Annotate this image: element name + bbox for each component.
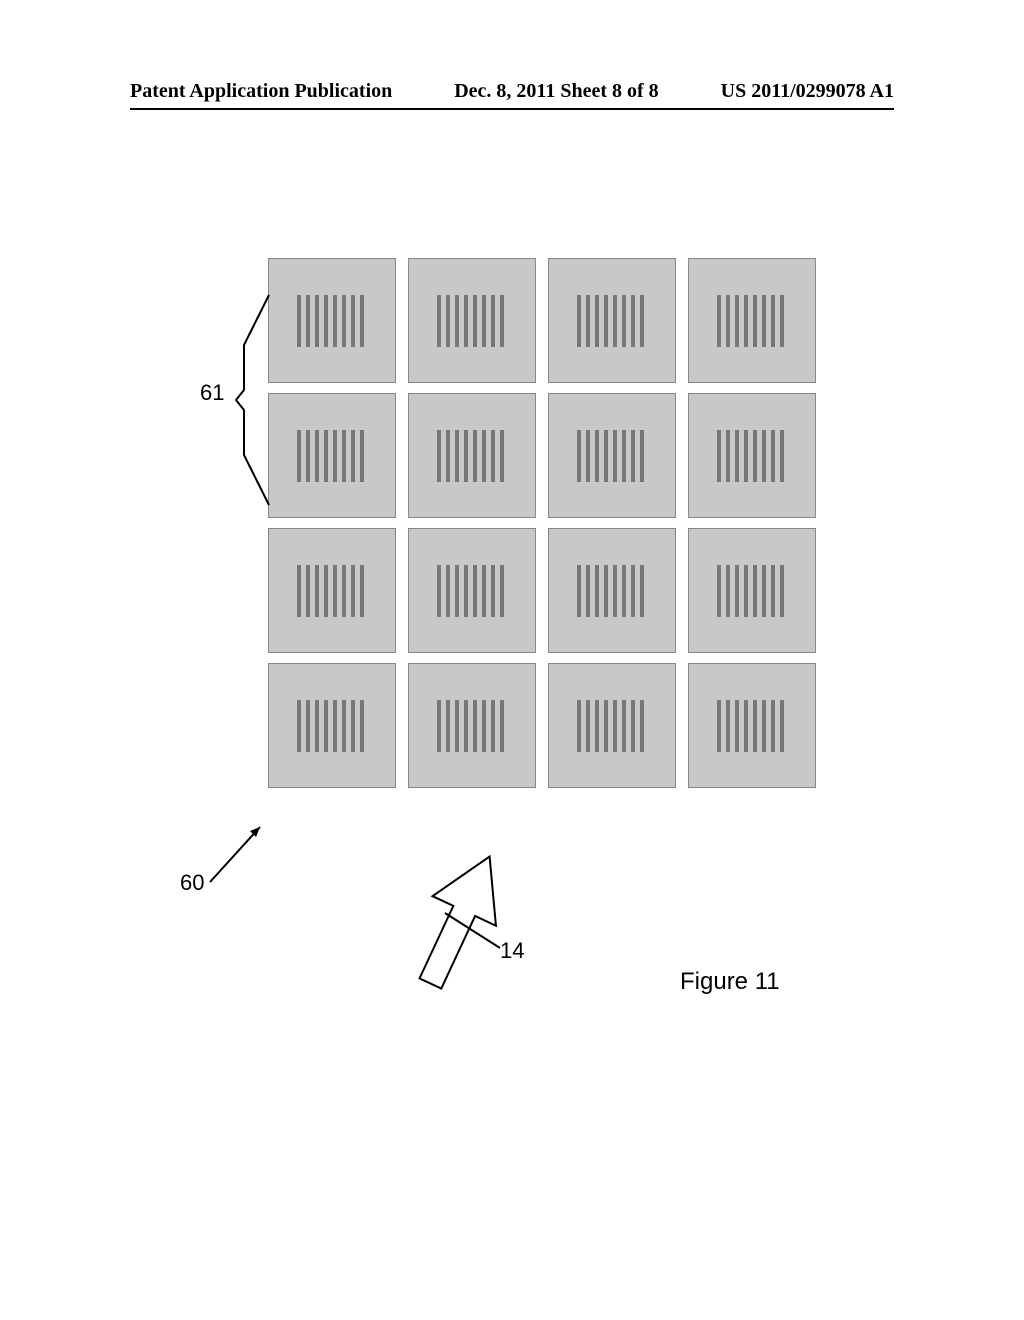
hatch-pattern bbox=[717, 700, 787, 752]
grid-cell bbox=[268, 393, 396, 518]
grid-cell bbox=[688, 393, 816, 518]
grid-cell bbox=[408, 528, 536, 653]
grid-cell bbox=[548, 528, 676, 653]
hatch-pattern bbox=[437, 295, 507, 347]
grid-cell bbox=[548, 663, 676, 788]
hatch-pattern bbox=[717, 565, 787, 617]
reference-label-61: 61 bbox=[200, 380, 224, 406]
header-rule bbox=[130, 108, 894, 110]
hatch-pattern bbox=[577, 700, 647, 752]
hatch-pattern bbox=[297, 295, 367, 347]
hatch-pattern bbox=[297, 700, 367, 752]
hatch-pattern bbox=[437, 430, 507, 482]
grid-cell bbox=[408, 663, 536, 788]
hatch-pattern bbox=[437, 565, 507, 617]
grid-cell bbox=[408, 393, 536, 518]
header-left: Patent Application Publication bbox=[130, 80, 392, 103]
hatch-pattern bbox=[297, 565, 367, 617]
reference-label-14: 14 bbox=[500, 938, 524, 964]
grid-cell bbox=[408, 258, 536, 383]
grid-cell bbox=[688, 663, 816, 788]
hatch-pattern bbox=[717, 430, 787, 482]
hatch-pattern bbox=[297, 430, 367, 482]
grid-cell bbox=[548, 393, 676, 518]
header-right: US 2011/0299078 A1 bbox=[721, 80, 894, 103]
patent-header: Patent Application Publication Dec. 8, 2… bbox=[0, 80, 1024, 103]
grid-cell bbox=[688, 258, 816, 383]
bracket-61 bbox=[234, 290, 274, 510]
lead-line-60 bbox=[200, 812, 280, 892]
figure-caption: Figure 11 bbox=[680, 968, 780, 996]
grid-cell bbox=[268, 528, 396, 653]
grid-cell bbox=[268, 258, 396, 383]
hatch-pattern bbox=[577, 430, 647, 482]
grid-cell bbox=[688, 528, 816, 653]
hatch-pattern bbox=[437, 700, 507, 752]
grid-cell bbox=[548, 258, 676, 383]
hatch-pattern bbox=[577, 565, 647, 617]
grid-cell bbox=[268, 663, 396, 788]
cell-grid bbox=[268, 258, 816, 788]
hatch-pattern bbox=[717, 295, 787, 347]
header-center: Dec. 8, 2011 Sheet 8 of 8 bbox=[454, 80, 658, 103]
hatch-pattern bbox=[577, 295, 647, 347]
